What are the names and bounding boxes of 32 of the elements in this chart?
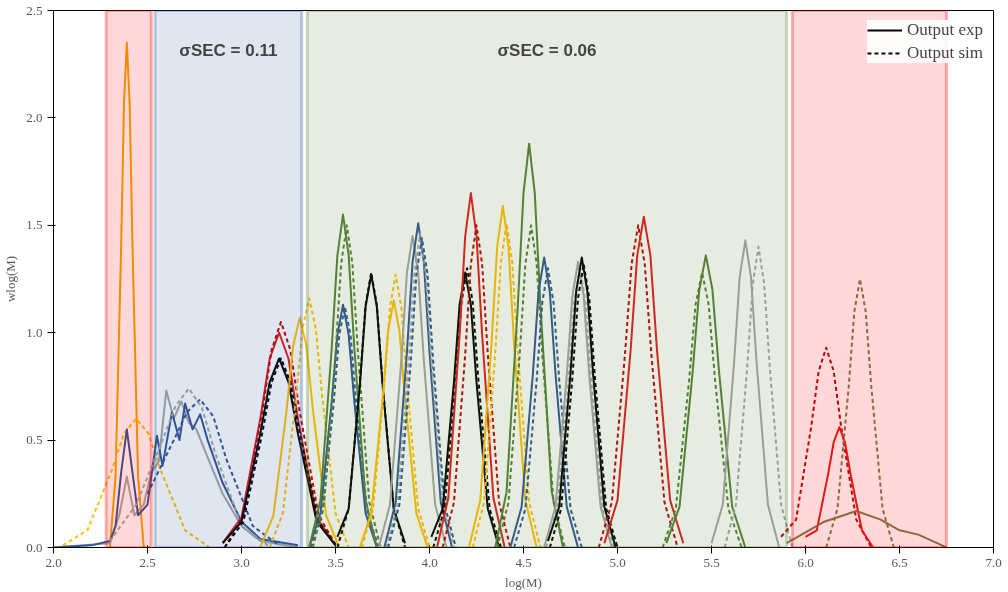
line-series bbox=[436, 192, 506, 548]
x-tick-label: 3.0 bbox=[233, 554, 250, 570]
x-tick-label: 5.5 bbox=[703, 554, 720, 570]
x-tick-label: 2.0 bbox=[45, 554, 62, 570]
y-tick-label: 1.0 bbox=[26, 324, 43, 340]
line-series bbox=[597, 224, 679, 548]
x-tick-label: 4.5 bbox=[515, 554, 532, 570]
band-label: σSEC = 0.06 bbox=[497, 40, 597, 60]
line-series bbox=[780, 346, 873, 548]
x-tick-label: 5.0 bbox=[609, 554, 626, 570]
x-tick-label: 7.0 bbox=[985, 554, 1002, 570]
line-series bbox=[61, 417, 211, 548]
y-axis-title: wlog(M) bbox=[3, 255, 19, 303]
x-tick-label: 6.0 bbox=[797, 554, 814, 570]
x-tick-label: 2.5 bbox=[139, 554, 156, 570]
y-tick-label: 1.5 bbox=[26, 217, 43, 233]
line-series bbox=[467, 204, 538, 548]
x-axis-title: log(M) bbox=[505, 574, 542, 590]
line-series bbox=[603, 215, 685, 545]
x-tick-label: 4.0 bbox=[421, 554, 438, 570]
x-tick-label: 3.5 bbox=[327, 554, 344, 570]
y-tick-label: 0.0 bbox=[26, 539, 43, 555]
y-tick-label: 2.5 bbox=[26, 2, 43, 18]
x-tick-label: 6.5 bbox=[891, 554, 908, 570]
band-label: σSEC = 0.11 bbox=[179, 40, 278, 60]
line-series bbox=[108, 41, 145, 548]
legend-label: Output sim bbox=[906, 43, 983, 63]
legend-label: Output exp bbox=[906, 20, 983, 40]
line-series bbox=[804, 426, 875, 548]
line-series bbox=[441, 224, 512, 548]
y-tick-label: 2.0 bbox=[26, 109, 43, 125]
y-tick-label: 0.5 bbox=[26, 432, 43, 448]
